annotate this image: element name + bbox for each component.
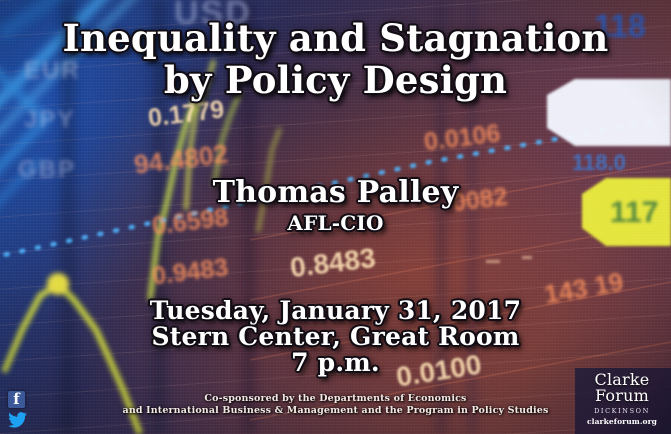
title-line-2: by Policy Design: [163, 58, 508, 102]
sponsors-note: Co-sponsored by the Departments of Econo…: [0, 393, 671, 416]
logo-url[interactable]: clarkeforum.org: [586, 417, 658, 426]
facebook-icon[interactable]: [8, 389, 25, 409]
event-date: Tuesday, January 31, 2017: [149, 296, 522, 325]
logo-name-line-1: Clarke: [594, 370, 650, 389]
event-time: 7 p.m.: [291, 348, 380, 377]
logo-institution: DICKINSON: [594, 407, 650, 415]
speaker-affiliation: AFL-CIO: [287, 211, 384, 235]
sponsors-line-2: and International Business & Management …: [122, 404, 549, 416]
sponsors-line-1: Co-sponsored by the Departments of Econo…: [204, 393, 467, 404]
title-line-1: Inequality and Stagnation: [62, 16, 609, 60]
speaker-name: Thomas Palley: [212, 175, 459, 210]
social-links: [8, 389, 32, 428]
clarke-forum-logo[interactable]: Clarke Forum DICKINSON clarkeforum.org: [575, 368, 671, 434]
logo-name-line-2: Forum: [595, 386, 649, 405]
twitter-icon[interactable]: [8, 412, 27, 428]
page-title: Inequality and Stagnation by Policy Desi…: [0, 17, 671, 101]
event-venue: Stern Center, Great Room: [151, 322, 520, 351]
